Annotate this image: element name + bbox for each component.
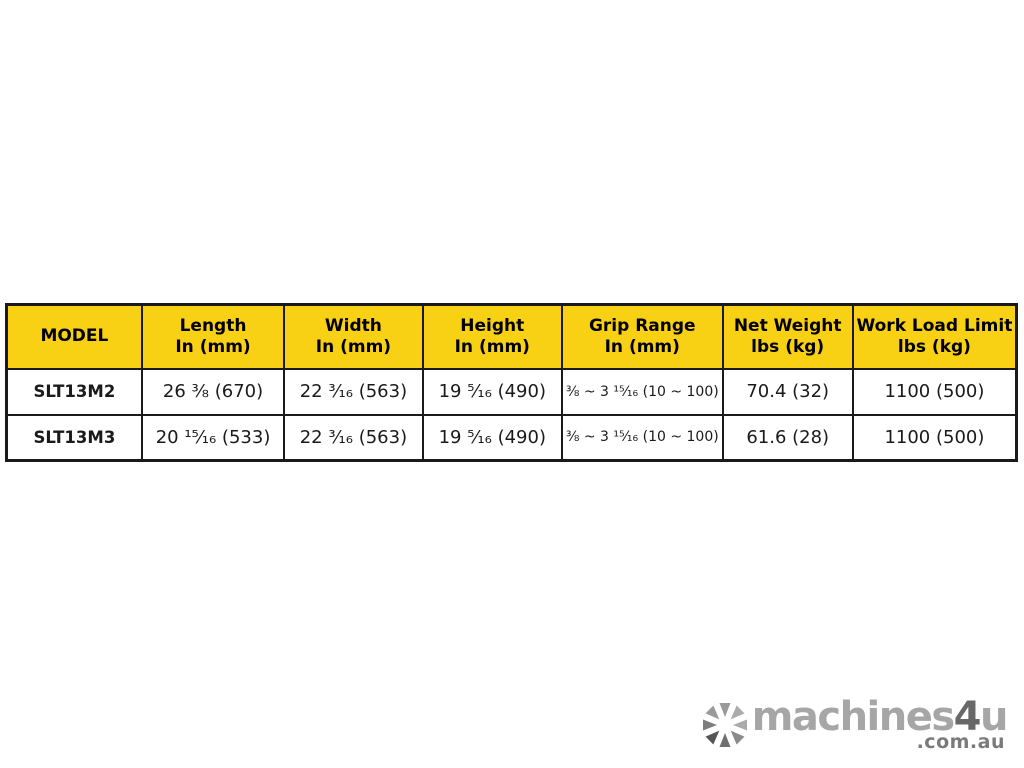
cell-work-load-limit: 1100 (500) [851, 413, 1018, 462]
snowflake-asterisk-icon [702, 703, 747, 747]
header-title: Work Load Limit [856, 315, 1013, 336]
cell-grip-range: ⅜ ~ 3 ¹⁵⁄₁₆ (10 ~ 100) [560, 413, 724, 462]
column-header-model: MODEL [5, 303, 143, 370]
cell-net-weight: 61.6 (28) [721, 413, 854, 462]
machines4u-logo: machines4u .com.au [701, 694, 1009, 753]
cell-length: 20 ¹⁵⁄₁₆ (533) [140, 413, 286, 462]
cell-model: SLT13M2 [5, 367, 143, 416]
column-header-grip-range: Grip Range In (mm) [560, 303, 724, 370]
cell-work-load-limit: 1100 (500) [851, 367, 1018, 416]
column-header-height: Height In (mm) [421, 303, 563, 370]
header-title: Width [324, 315, 382, 336]
column-header-length: Length In (mm) [140, 303, 286, 370]
logo-domain-text: .com.au [916, 731, 1005, 753]
header-title: Height [460, 315, 525, 336]
table-header-row: MODEL Length In (mm) Width In (mm) Heigh… [5, 303, 1018, 370]
header-unit: In (mm) [454, 336, 530, 357]
logo-letter-text: u [980, 694, 1008, 740]
cell-width: 22 ³⁄₁₆ (563) [283, 367, 424, 416]
header-title: Grip Range [588, 315, 696, 336]
header-title: Length [179, 315, 247, 336]
header-unit: In (mm) [604, 336, 680, 357]
logo-brand-text: machines [751, 694, 955, 740]
cell-width: 22 ³⁄₁₆ (563) [283, 413, 424, 462]
column-header-work-load-limit: Work Load Limit lbs (kg) [851, 303, 1018, 370]
header-title: Net Weight [733, 315, 842, 336]
cell-grip-range: ⅜ ~ 3 ¹⁵⁄₁₆ (10 ~ 100) [560, 367, 724, 416]
cell-length: 26 ⅜ (670) [140, 367, 286, 416]
spec-table: MODEL Length In (mm) Width In (mm) Heigh… [5, 303, 1018, 462]
column-header-net-weight: Net Weight lbs (kg) [721, 303, 854, 370]
header-unit: In (mm) [175, 336, 251, 357]
header-unit: lbs (kg) [751, 336, 825, 357]
cell-net-weight: 70.4 (32) [721, 367, 854, 416]
logo-number-text: 4 [953, 694, 982, 740]
cell-height: 19 ⁵⁄₁₆ (490) [421, 367, 563, 416]
cell-height: 19 ⁵⁄₁₆ (490) [421, 413, 563, 462]
header-unit: lbs (kg) [897, 336, 971, 357]
table-row: SLT13M2 26 ⅜ (670) 22 ³⁄₁₆ (563) 19 ⁵⁄₁₆… [5, 367, 1018, 416]
cell-model: SLT13M3 [5, 413, 143, 462]
table-row: SLT13M3 20 ¹⁵⁄₁₆ (533) 22 ³⁄₁₆ (563) 19 … [5, 413, 1018, 462]
header-unit: In (mm) [315, 336, 392, 357]
logo-wordmark: machines4u [751, 694, 1009, 740]
header-title: MODEL [40, 326, 109, 347]
column-header-width: Width In (mm) [283, 303, 424, 370]
logo-text: machines4u .com.au [751, 694, 1009, 753]
